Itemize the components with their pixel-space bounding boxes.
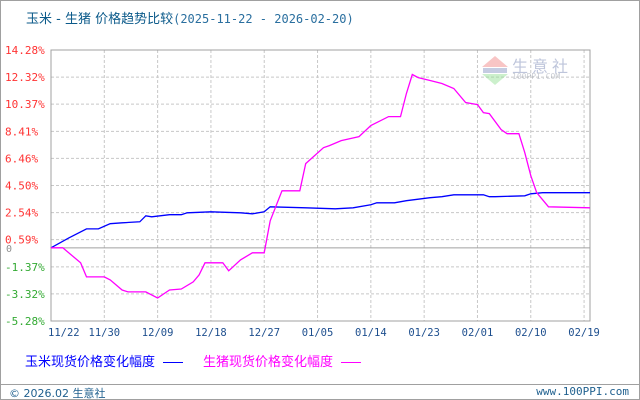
ppi-logo-icon [482, 56, 508, 85]
y-tick-label: 10.37% [5, 98, 45, 111]
y-tick-label: 14.28% [5, 44, 45, 57]
legend-swatch-corn [163, 362, 184, 363]
footer-site-link[interactable]: www.100PPI.com [536, 385, 629, 398]
x-tick-label: 01/05 [302, 327, 334, 339]
x-tick-label: 11/22 [48, 327, 80, 339]
series-line-hog [51, 73, 591, 299]
x-tick-label: 02/10 [515, 327, 547, 339]
x-tick-label: 01/14 [355, 327, 387, 339]
legend-item-corn: 玉米现货价格变化幅度 [25, 351, 184, 370]
y-tick-label: -5.28% [5, 315, 45, 328]
line-chart: 14.28% 12.32% 10.37% 8.41% 6.46% 4.50% 2.54% 0.… [5, 44, 600, 339]
plot-border [50, 49, 591, 322]
y-tick-label: 0.59% [5, 234, 38, 247]
x-tick-label: 02/19 [568, 327, 600, 339]
x-tick-label: 12/27 [248, 327, 280, 339]
x-tick-label: 01/23 [408, 327, 440, 339]
y-tick-label: 6.46% [5, 152, 38, 165]
chart-title: 玉米 - 生猪 价格趋势比较(2025-11-22 - 2026-02-20) [26, 8, 354, 27]
x-tick-label: 11/30 [89, 327, 121, 339]
title-date-range: (2025-11-22 - 2026-02-20) [173, 12, 354, 26]
y-tick-label: 8.41% [5, 125, 38, 138]
y-tick-label: -1.37% [5, 261, 45, 274]
x-tick-label: 12/09 [142, 327, 174, 339]
legend-item-hog: 生猪现货价格变化幅度 [203, 351, 362, 370]
footer-copyright: © 2026.02 生意社 [9, 387, 106, 400]
title-main: 玉米 - 生猪 价格趋势比较 [26, 12, 174, 27]
y-tick-label: 4.50% [5, 180, 38, 193]
x-tick-label: 02/01 [462, 327, 494, 339]
x-tick-label: 12/18 [195, 327, 227, 339]
y-tick-label: -3.32% [5, 288, 45, 301]
watermark-logo: 生意社 100PPI.COM [482, 56, 568, 90]
zero-label: 0 [6, 244, 12, 255]
y-tick-label: 2.54% [5, 207, 38, 220]
legend-swatch-hog [341, 362, 362, 363]
watermark-text: 生意社 [512, 57, 573, 76]
legend-label-hog: 生猪现货价格变化幅度 [203, 355, 334, 370]
watermark-url: 100PPI.COM [512, 72, 561, 81]
series-line-corn [50, 192, 590, 249]
footer-divider [1, 384, 639, 385]
legend-label-corn: 玉米现货价格变化幅度 [25, 355, 156, 370]
y-tick-label: 12.32% [5, 71, 45, 84]
